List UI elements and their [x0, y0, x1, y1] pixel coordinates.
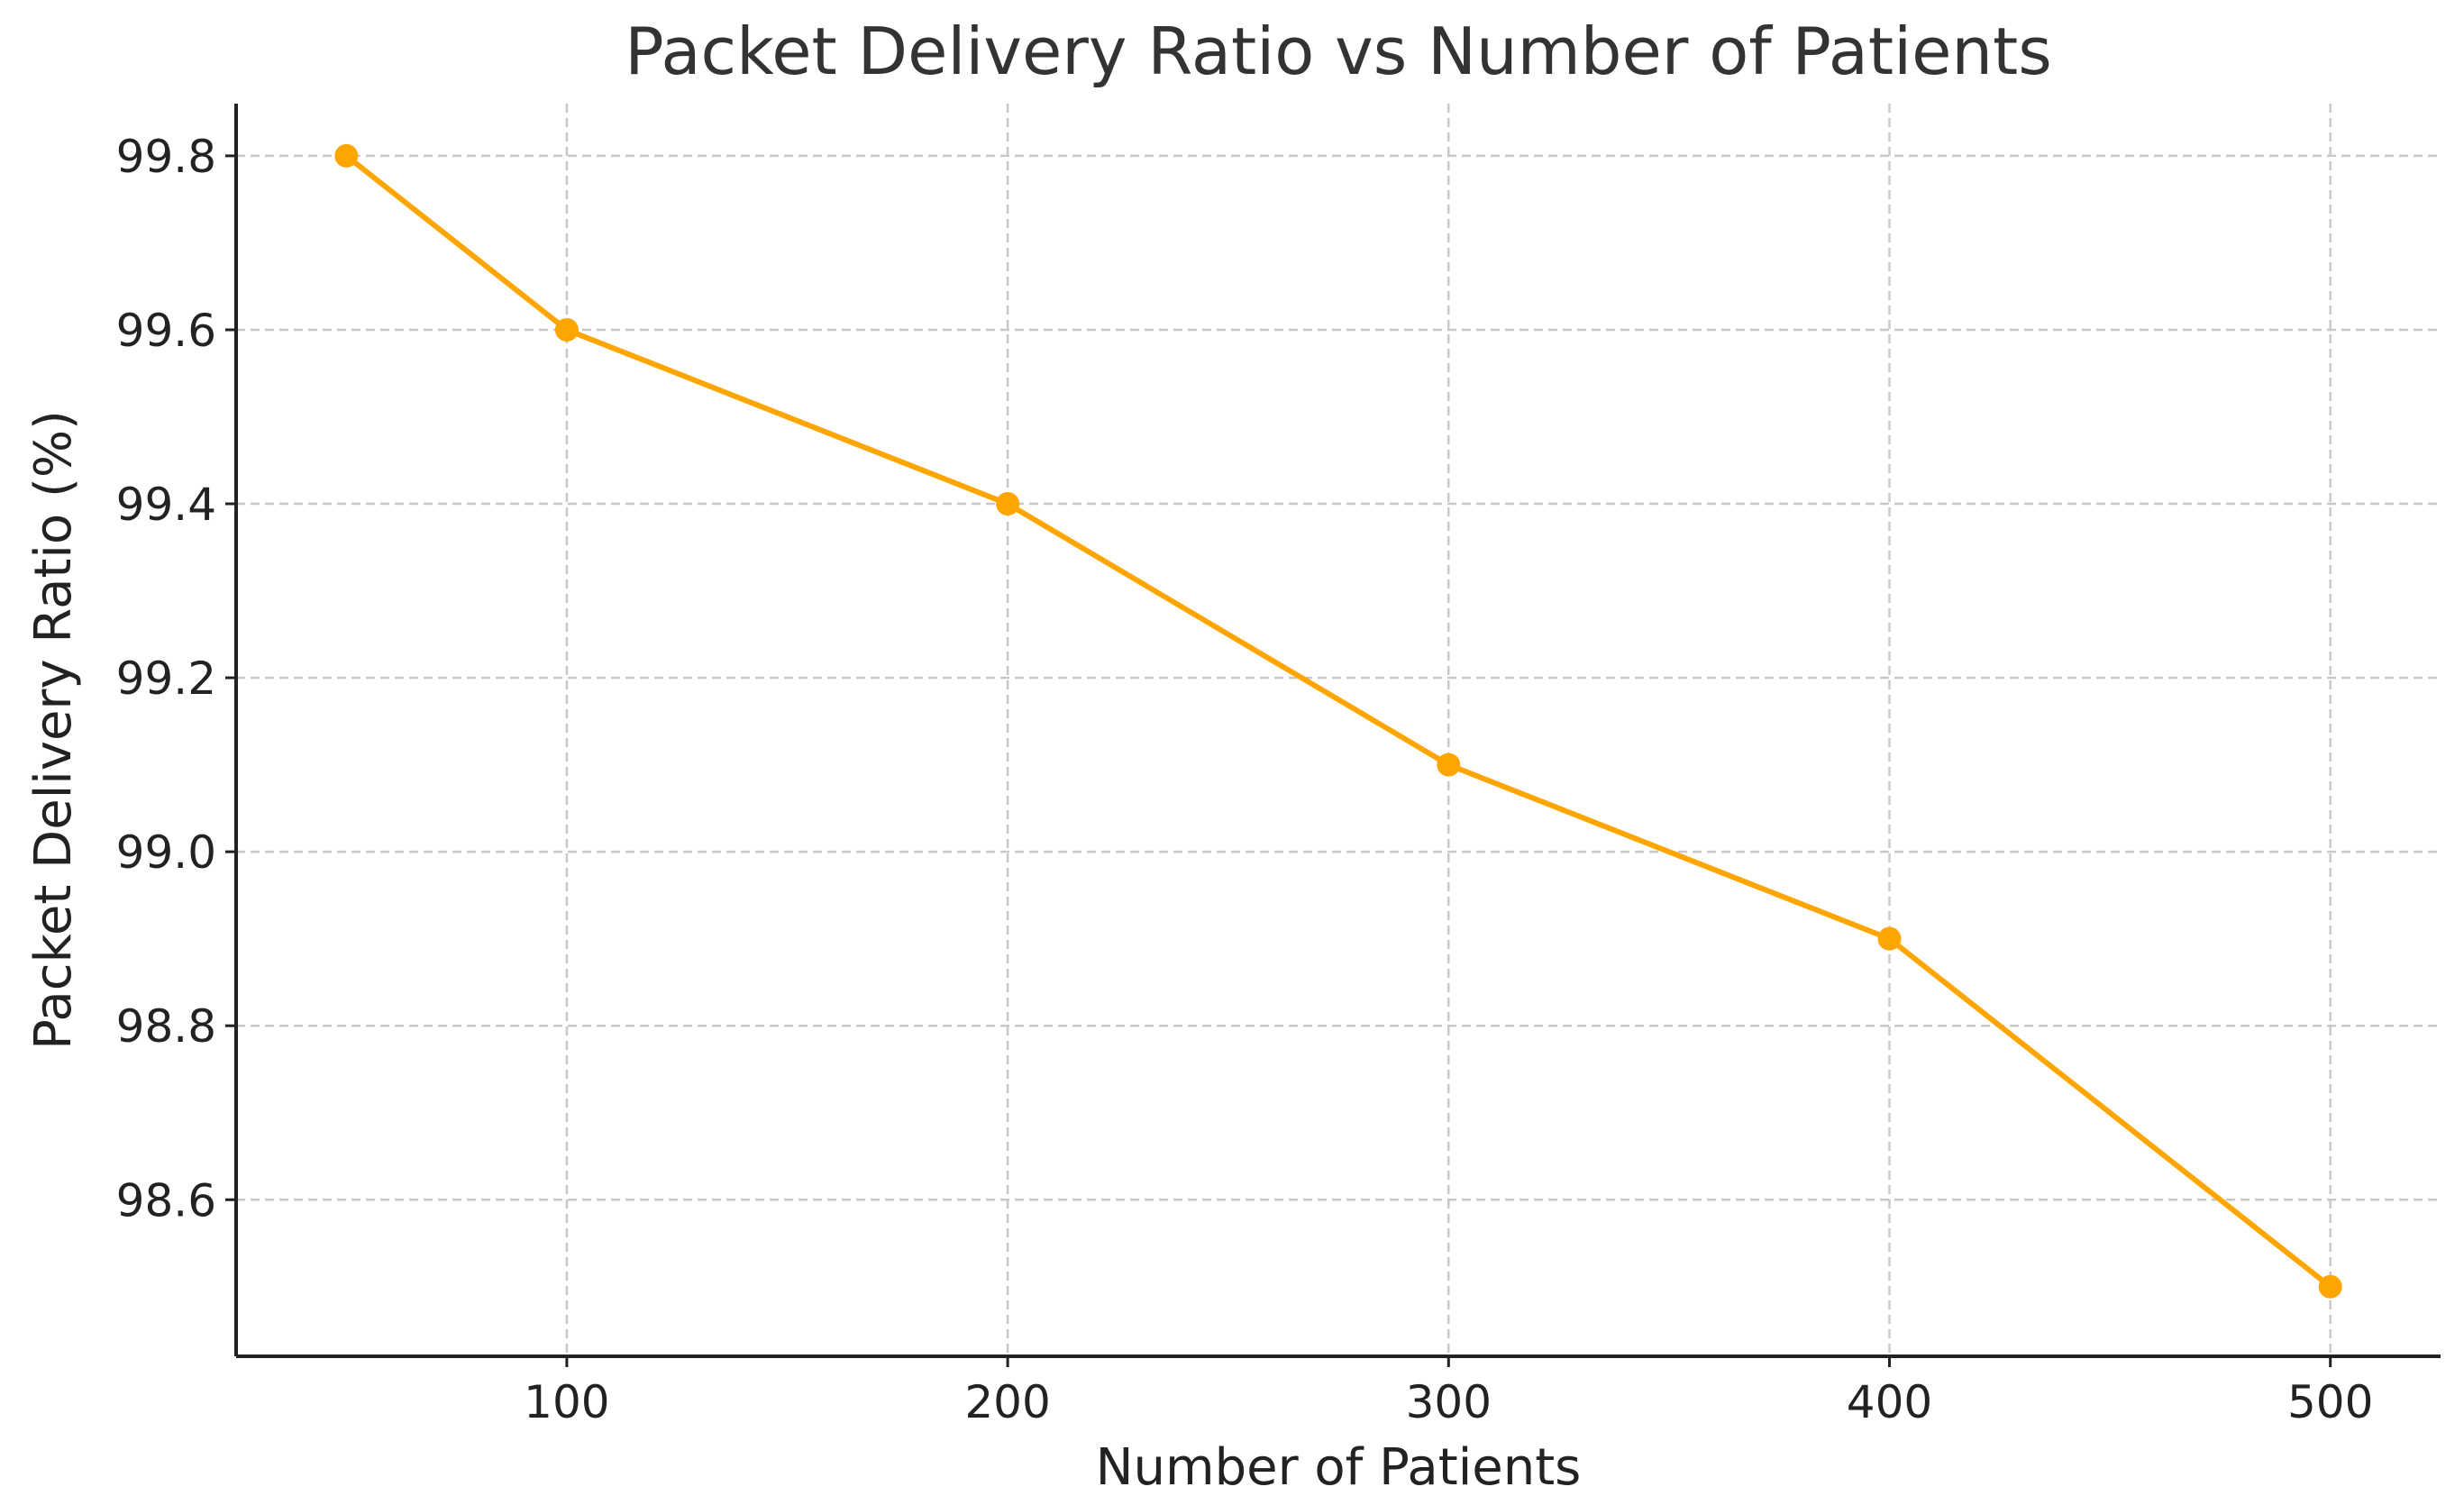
y-tick-label: 99.2	[116, 652, 216, 705]
x-tick-label: 500	[2287, 1376, 2373, 1428]
data-point	[334, 143, 359, 168]
y-tick-label: 99.6	[116, 305, 216, 357]
series	[334, 143, 2342, 1299]
data-point	[554, 317, 579, 342]
x-tick-label: 100	[524, 1376, 609, 1428]
y-tick-label: 99.4	[116, 479, 216, 531]
y-tick-label: 99.0	[116, 826, 216, 879]
data-point	[996, 492, 1020, 516]
x-tick-label: 300	[1406, 1376, 1492, 1428]
axes	[234, 104, 2441, 1358]
data-point	[2318, 1274, 2342, 1299]
data-point	[1877, 926, 1902, 951]
x-axis-label: Number of Patients	[1096, 1438, 1582, 1497]
data-point	[1437, 752, 1461, 777]
y-tick-label: 98.6	[116, 1174, 216, 1227]
x-tick-label: 200	[964, 1376, 1050, 1428]
y-tick-label: 99.8	[116, 131, 216, 183]
grid	[236, 104, 2441, 1356]
x-tick-label: 400	[1847, 1376, 1932, 1428]
ticks: 100 200 300 400 500 98.6 98.8 99.0 99.2 99.4 99.6 9…	[116, 131, 2374, 1428]
series-line	[344, 153, 2332, 1290]
y-axis-label: Packet Delivery Ratio (%)	[24, 410, 83, 1050]
y-tick-label: 98.8	[116, 1000, 216, 1053]
chart-title: Packet Delivery Ratio vs Number of Patie…	[625, 14, 2052, 89]
